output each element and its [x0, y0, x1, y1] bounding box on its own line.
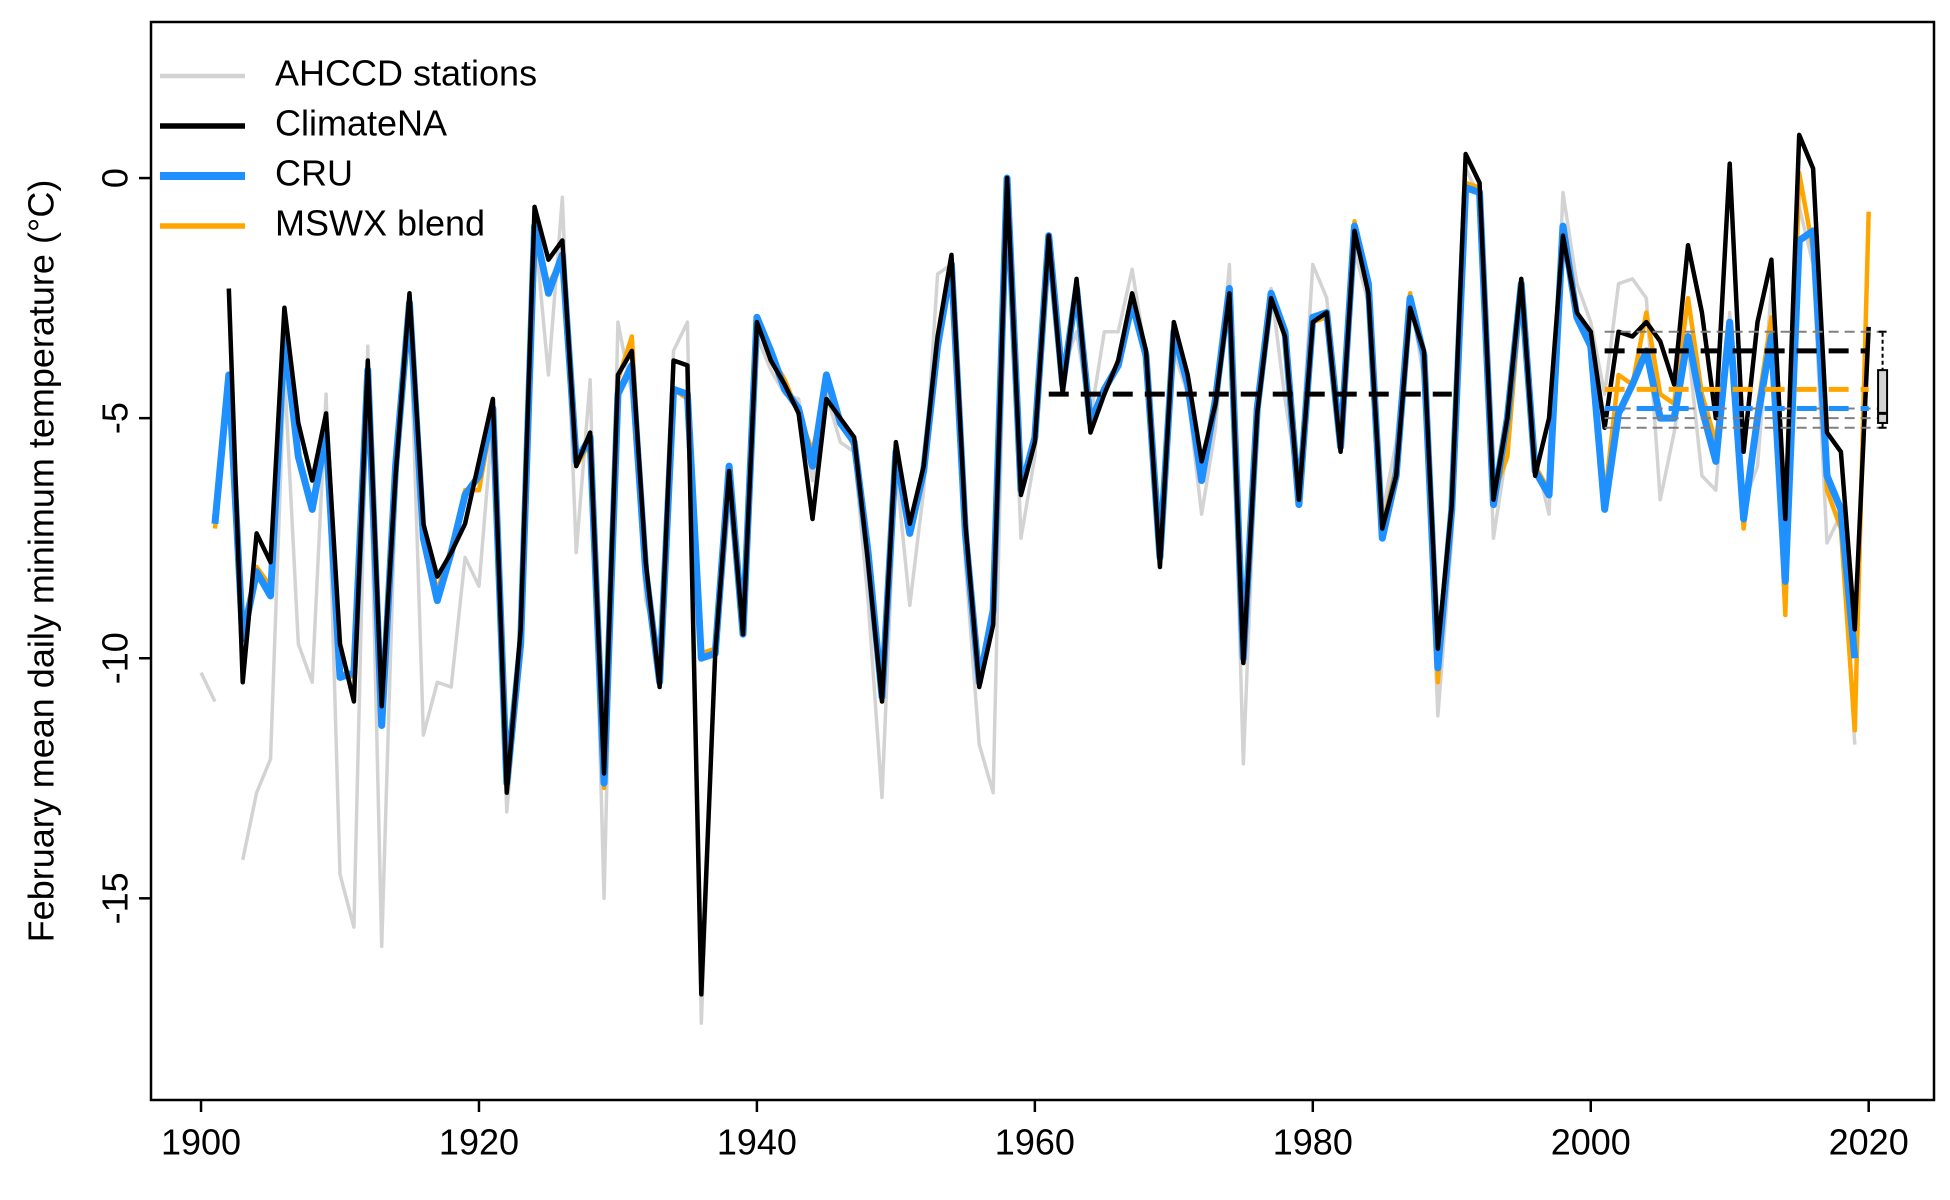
x-tick-label: 1940	[717, 1122, 797, 1163]
x-tick-label: 1960	[995, 1122, 1075, 1163]
x-tick-label: 1900	[161, 1122, 241, 1163]
box-body	[1877, 369, 1889, 424]
x-tick-label: 1980	[1273, 1122, 1353, 1163]
legend-label: AHCCD stations	[275, 53, 537, 94]
series-line	[199, 166, 1857, 1025]
legend-label: MSWX blend	[275, 203, 485, 244]
y-tick-label: -5	[95, 402, 136, 434]
plot-area	[199, 132, 1889, 1025]
y-tick-label: -15	[95, 872, 136, 924]
legend-label: CRU	[275, 153, 353, 194]
x-tick-label: 1920	[439, 1122, 519, 1163]
series-line	[212, 171, 1871, 791]
y-axis-label: February mean daily minimum temperature …	[21, 180, 62, 943]
series-line	[211, 174, 1859, 787]
legend-label: ClimateNA	[275, 103, 447, 144]
y-tick-label: -10	[95, 632, 136, 684]
plot-frame	[149, 20, 1936, 1102]
x-tick-label: 2020	[1829, 1122, 1909, 1163]
x-tick-label: 2000	[1551, 1122, 1631, 1163]
series-line	[226, 132, 1871, 997]
y-tick-label: 0	[95, 168, 136, 188]
